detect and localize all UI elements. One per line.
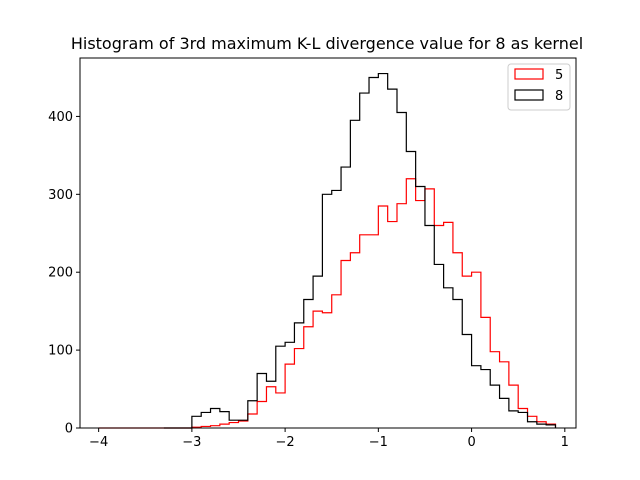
- legend: 58: [507, 63, 571, 111]
- plot-area: [98, 72, 557, 429]
- histogram-series-8: [163, 72, 557, 429]
- x-tick-label: −1: [369, 435, 388, 450]
- chart-title: Histogram of 3rd maximum K-L divergence …: [71, 34, 583, 53]
- histogram-series-5: [98, 178, 557, 429]
- legend-label-8: 8: [555, 89, 563, 104]
- x-tick-label: −4: [89, 435, 108, 450]
- y-tick-label: 300: [48, 188, 73, 203]
- x-tick-label: −3: [182, 435, 201, 450]
- legend-swatch-8: [514, 89, 544, 101]
- y-tick-label: 0: [65, 422, 73, 437]
- legend-label-5: 5: [555, 68, 563, 83]
- x-tick-label: 1: [561, 435, 569, 450]
- x-tick-label: −2: [276, 435, 295, 450]
- plot-frame: [79, 57, 577, 429]
- legend-swatch-5: [514, 68, 544, 80]
- y-tick-label: 200: [48, 266, 73, 281]
- x-axis: −4 −3 −2 −1 0 1: [89, 428, 569, 450]
- x-tick-label: 0: [467, 435, 475, 450]
- y-axis: 0 100 200 300 400: [48, 110, 80, 437]
- legend-box: [507, 63, 571, 111]
- y-tick-label: 400: [48, 110, 73, 125]
- y-tick-label: 100: [48, 344, 73, 359]
